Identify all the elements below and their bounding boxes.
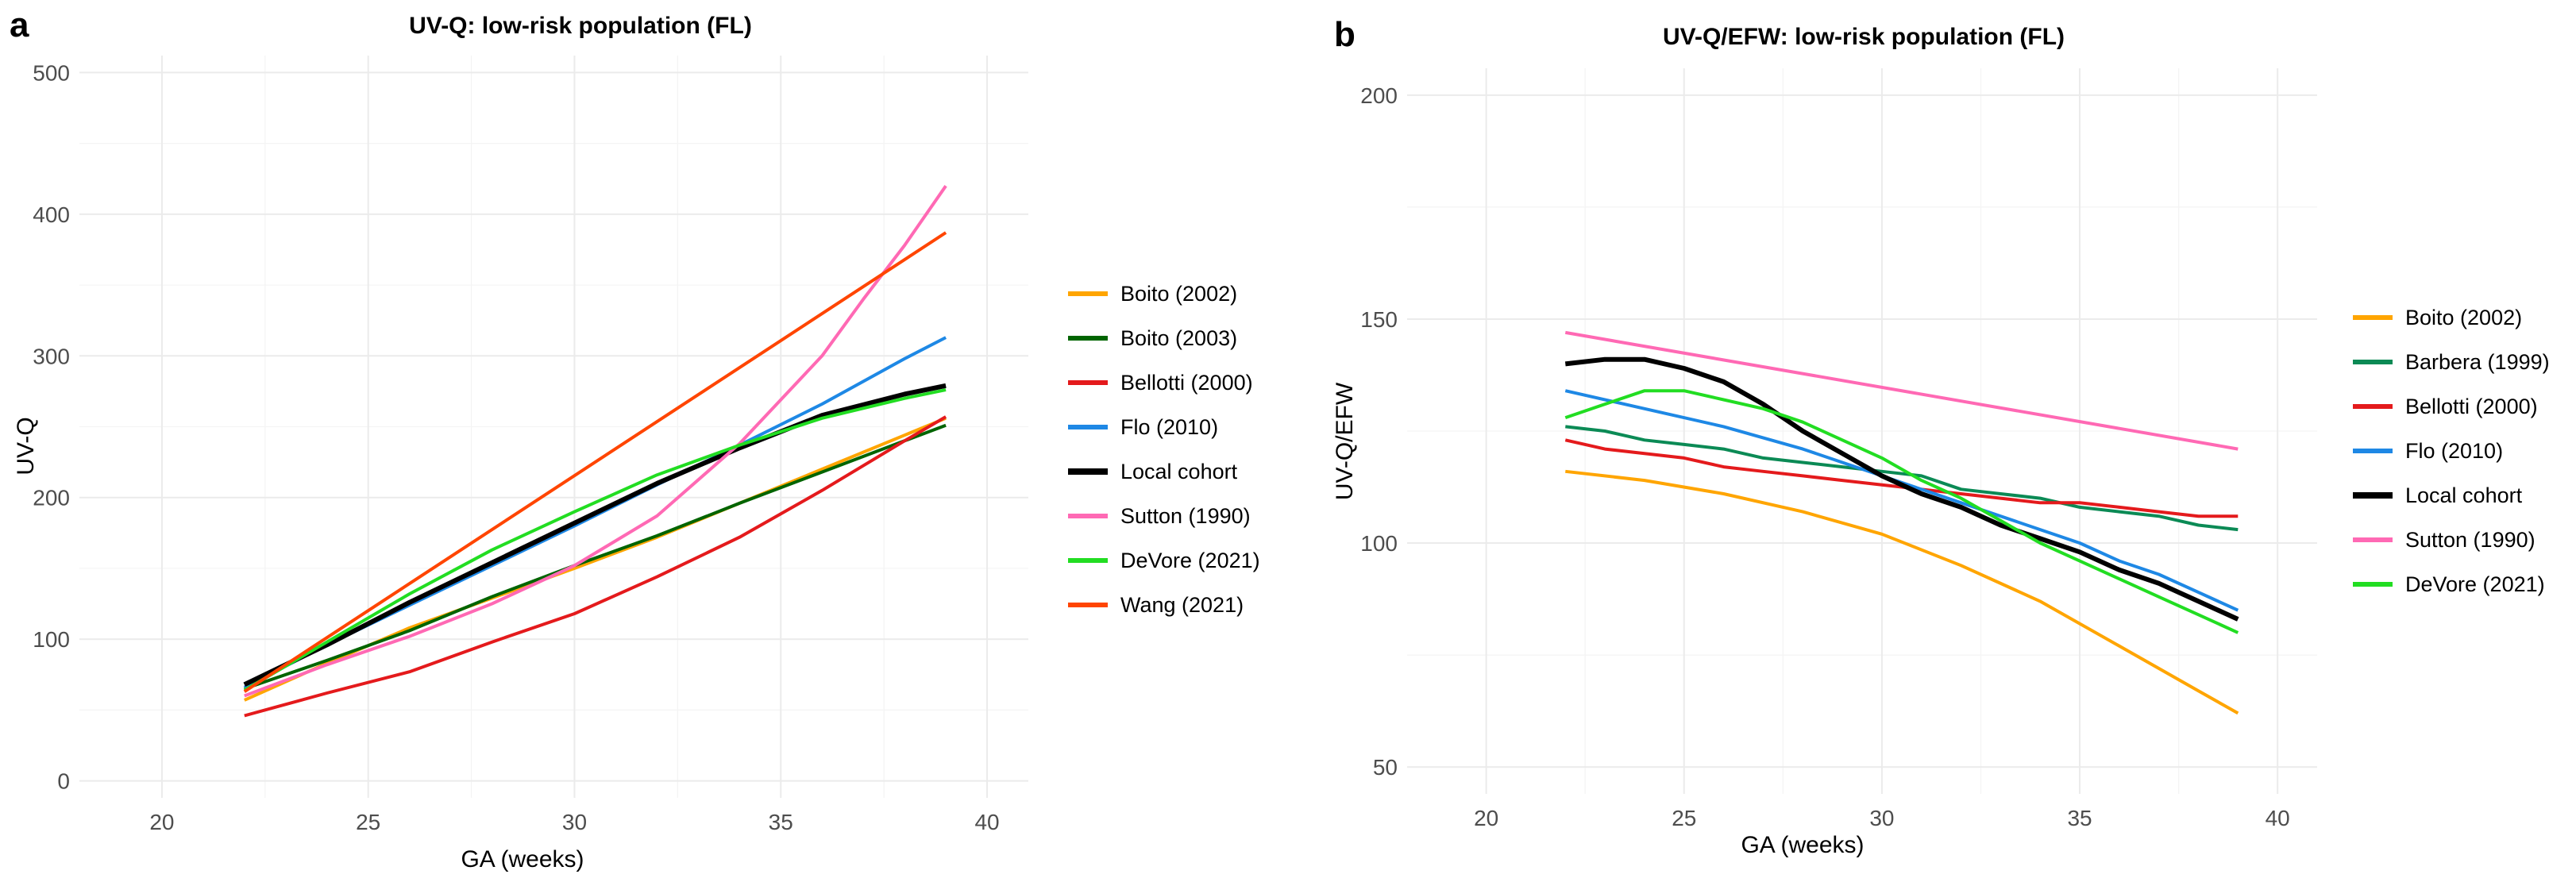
legend-label: Flo (2010) <box>2405 439 2503 463</box>
legend-item: Flo (2010) <box>1068 415 1218 439</box>
y-tick-label: 0 <box>57 769 70 794</box>
panel-a-y-axis-title: UV-Q <box>13 417 39 475</box>
legend-label: Flo (2010) <box>1120 415 1218 439</box>
legend-label: Bellotti (2000) <box>2405 395 2538 418</box>
x-tick-label: 25 <box>1672 806 1696 830</box>
panel-b-x-ticks: 20 25 30 35 40 <box>1474 806 2290 830</box>
panel-b-lines <box>1564 330 2239 715</box>
y-tick-label: 200 <box>1360 83 1398 108</box>
panel-a-title: UV-Q: low-risk population (FL) <box>409 13 752 39</box>
legend-item: Boito (2002) <box>2353 306 2522 329</box>
series-line-flo-2010 <box>1564 389 2239 612</box>
series-line-bellotti-2000 <box>244 415 947 718</box>
series-line-boito-2003 <box>244 423 947 691</box>
legend-label: DeVore (2021) <box>1120 549 1260 572</box>
y-tick-label: 400 <box>33 202 70 227</box>
legend-item: Local cohort <box>1068 460 1238 483</box>
legend-label: Local cohort <box>2405 483 2523 507</box>
panel-a-letter: a <box>10 6 29 44</box>
x-tick-label: 40 <box>974 810 999 834</box>
legend-label: Wang (2021) <box>1120 593 1244 617</box>
legend-item: DeVore (2021) <box>1068 549 1260 572</box>
legend-label: Boito (2002) <box>2405 306 2522 329</box>
series-line-wang-2021 <box>243 231 947 693</box>
legend-label: Barbera (1999) <box>2405 350 2550 374</box>
panel-a-x-axis-title: GA (weeks) <box>461 846 584 872</box>
panel-a-lines <box>243 185 947 718</box>
legend-item: Sutton (1990) <box>1068 504 1251 528</box>
x-tick-label: 40 <box>2266 806 2290 830</box>
panel-b-grid <box>1407 68 2317 794</box>
series-line-sutton-1990 <box>1564 330 2239 451</box>
legend-label: DeVore (2021) <box>2405 572 2545 596</box>
legend-item: DeVore (2021) <box>2353 572 2545 596</box>
legend-item: Boito (2003) <box>1068 326 1237 350</box>
legend-item: Sutton (1990) <box>2353 528 2536 552</box>
x-tick-label: 20 <box>1474 806 1498 830</box>
legend-item: Local cohort <box>2353 483 2523 507</box>
legend-item: Boito (2002) <box>1068 282 1237 306</box>
panel-a: a UV-Q: low-risk population (FL) 20 25 30 3… <box>10 6 1260 872</box>
legend-item: Flo (2010) <box>2353 439 2503 463</box>
legend-item: Wang (2021) <box>1068 593 1244 617</box>
panel-b-y-axis-title: UV-Q/EFW <box>1332 382 1358 500</box>
y-tick-label: 300 <box>33 344 70 368</box>
panel-a-y-ticks: 0 100 200 300 400 500 <box>33 60 70 793</box>
x-tick-label: 35 <box>769 810 793 834</box>
legend-label: Boito (2002) <box>1120 282 1237 306</box>
x-tick-label: 30 <box>1869 806 1894 830</box>
x-tick-label: 20 <box>149 810 174 834</box>
panel-b-y-ticks: 50 100 150 200 <box>1360 83 1398 780</box>
y-tick-label: 200 <box>33 486 70 510</box>
series-line-sutton-1990 <box>244 185 947 698</box>
series-line-devore-2021 <box>243 388 947 692</box>
legend-item: Bellotti (2000) <box>2353 395 2538 418</box>
legend-item: Barbera (1999) <box>2353 350 2550 374</box>
x-tick-label: 25 <box>356 810 380 834</box>
panel-b-title: UV-Q/EFW: low-risk population (FL) <box>1663 24 2065 50</box>
legend-label: Sutton (1990) <box>2405 528 2536 552</box>
legend-item: Bellotti (2000) <box>1068 371 1253 395</box>
series-line-local-cohort <box>1564 356 2239 622</box>
y-tick-label: 100 <box>1360 531 1398 556</box>
panel-b: b UV-Q/EFW: low-risk population (FL) 20 2… <box>1332 15 2550 858</box>
legend-label: Sutton (1990) <box>1120 504 1251 528</box>
y-tick-label: 50 <box>1373 755 1398 780</box>
panel-a-legend: Boito (2002) Boito (2003) Bellotti (2000) F… <box>1068 282 1260 617</box>
series-line-boito-2002 <box>1565 469 2239 715</box>
y-tick-label: 500 <box>33 60 70 85</box>
legend-label: Boito (2003) <box>1120 326 1237 350</box>
panel-a-grid <box>79 56 1028 798</box>
panel-a-x-ticks: 20 25 30 35 40 <box>149 810 999 834</box>
panel-b-x-axis-title: GA (weeks) <box>1741 832 1864 858</box>
legend-label: Bellotti (2000) <box>1120 371 1253 395</box>
series-line-barbera-1999 <box>1565 425 2239 532</box>
x-tick-label: 35 <box>2067 806 2092 830</box>
series-line-devore-2021 <box>1564 389 2239 634</box>
series-line-local-cohort <box>243 383 947 687</box>
y-tick-label: 100 <box>33 627 70 652</box>
legend-label: Local cohort <box>1120 460 1238 483</box>
y-tick-label: 150 <box>1360 307 1398 332</box>
x-tick-label: 30 <box>562 810 587 834</box>
series-line-bellotti-2000 <box>1564 438 2239 518</box>
panel-b-letter: b <box>1334 15 1355 54</box>
panel-b-legend: Boito (2002) Barbera (1999) Bellotti (2000… <box>2353 306 2550 596</box>
